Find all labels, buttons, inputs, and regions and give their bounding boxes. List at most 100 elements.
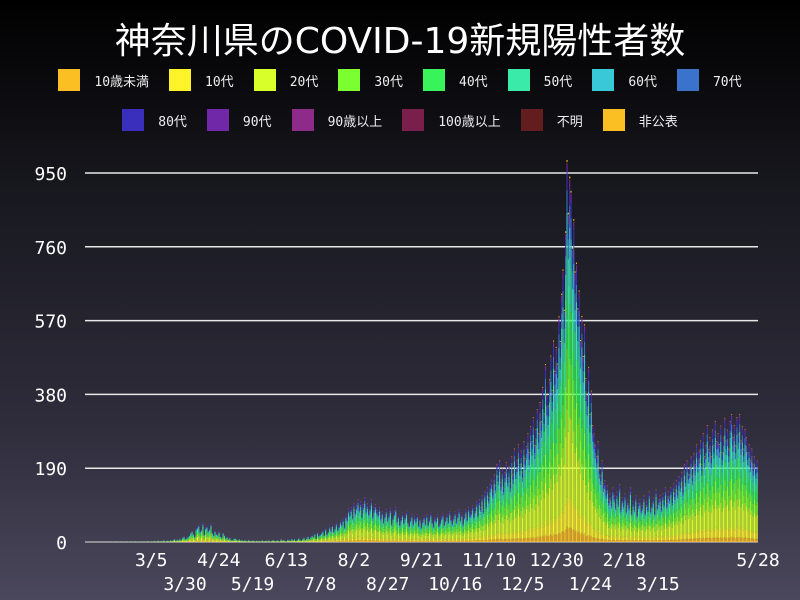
bar-segment [389,537,391,541]
bar-segment [303,538,305,540]
bar-segment [205,528,207,530]
bar-segment [524,513,526,532]
bar-segment [404,524,406,529]
bar-segment [493,483,495,490]
bar-segment [604,485,606,489]
bar-segment [535,468,537,486]
bar-segment [321,538,323,541]
bar-segment [581,315,583,318]
bar-segment [319,541,321,542]
bar-segment [419,530,421,534]
bar-segment [205,541,207,542]
bar-segment [553,342,555,344]
bar-segment [605,493,607,496]
bar-segment [377,522,379,528]
bar-segment [198,530,200,534]
bar-segment [446,517,448,521]
bar-segment [548,461,551,488]
y-tick-label: 950 [34,164,67,185]
bar-segment [404,533,406,539]
bar-segment [381,540,383,542]
bar-segment [554,370,556,372]
bar-segment [426,532,428,539]
bar-segment [592,483,594,502]
bar-segment [454,540,456,542]
bar-segment [585,522,587,536]
bar-segment [493,539,495,542]
bar-segment [527,448,529,458]
bar-segment [563,513,565,533]
bar-segment [434,525,436,530]
bar-segment [492,495,494,499]
bar-segment [524,487,526,501]
bar-segment [397,524,399,529]
bar-segment [519,475,521,482]
bar-segment [353,540,355,542]
bar-segment [449,526,451,532]
bar-segment [523,455,525,464]
bar-segment [316,535,319,538]
bar-segment [501,539,503,542]
bar-segment [485,529,487,538]
bar-segment [195,541,197,542]
bar-segment [319,538,321,540]
bar-segment [453,540,455,542]
bar-segment [590,490,592,524]
bar-segment [366,537,368,541]
bar-segment [566,161,568,163]
bar-segment [550,478,552,520]
bar-segment [334,527,336,529]
bar-segment [490,501,493,511]
bar-segment [501,474,503,479]
bar-segment [486,535,488,540]
bar-segment [585,434,587,460]
bar-segment [512,479,514,484]
bar-segment [361,516,363,518]
bar-segment [511,462,513,469]
bar-segment [327,534,329,537]
bar-segment [488,512,490,520]
bar-segment [486,499,488,507]
bar-segment [600,498,602,509]
bar-segment [325,530,327,532]
bar-segment [512,498,514,509]
bar-segment [497,481,499,486]
bar-segment [373,519,375,525]
legend-label: 20代 [289,74,319,90]
bar-segment [321,534,323,536]
bar-segment [516,478,518,490]
bar-segment [190,535,192,538]
bar-segment [466,529,468,534]
bar-segment [521,477,524,482]
bar-segment [388,523,390,528]
bar-segment [365,511,367,514]
bar-segment [334,528,336,530]
bar-segment [369,513,371,519]
bar-segment [358,540,360,542]
bar-segment [431,523,433,526]
bar-segment [579,368,582,385]
bar-segment [526,508,528,531]
bar-segment [215,534,217,536]
bar-segment [490,484,493,489]
bar-segment [578,531,580,542]
bar-segment [442,517,444,520]
bar-segment [341,539,343,542]
bar-segment [380,517,382,518]
bar-segment [486,539,488,542]
bar-segment [508,493,510,505]
bar-segment [484,495,486,499]
bar-segment [455,523,457,526]
bar-segment [542,464,544,490]
bar-segment [233,540,235,542]
bar-segment [430,532,432,539]
bar-segment [407,521,409,523]
bar-segment [384,516,386,519]
bar-segment [447,534,449,540]
bar-segment [567,431,569,503]
bar-segment [196,529,199,532]
bar-segment [535,431,537,434]
bar-segment [478,540,480,542]
bar-segment [563,391,565,428]
bar-segment [459,523,462,527]
